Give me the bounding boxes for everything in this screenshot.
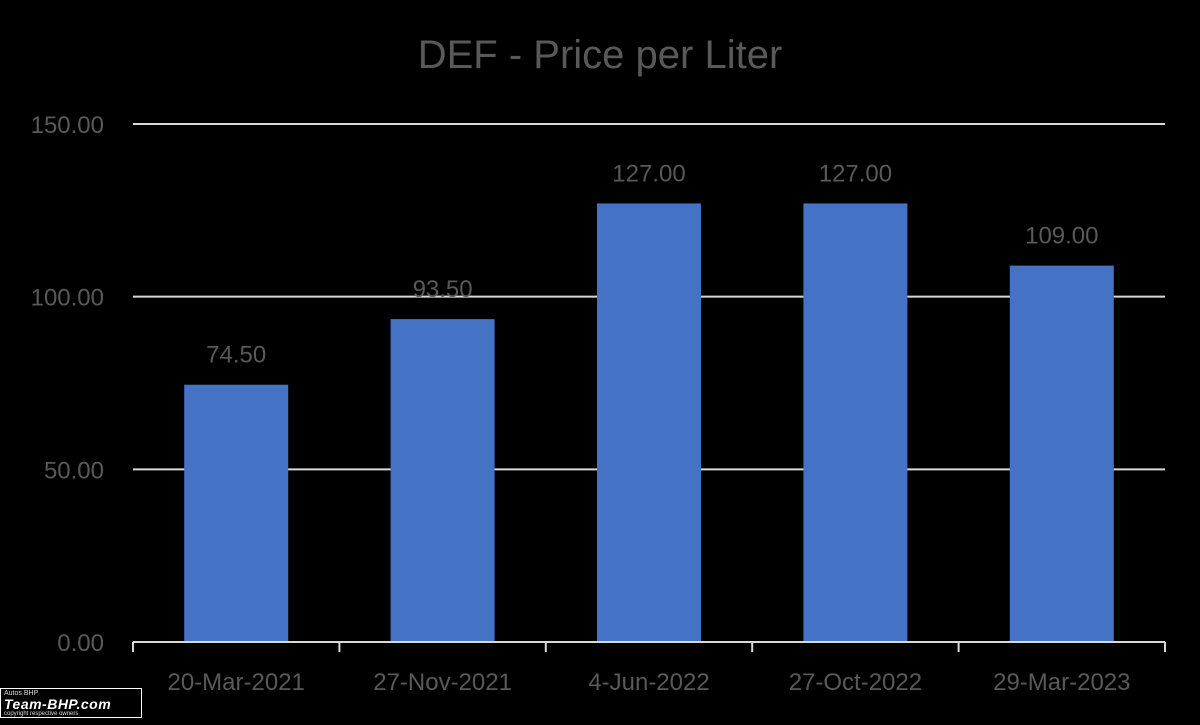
- data-label: 127.00: [612, 160, 685, 187]
- bar: [597, 203, 701, 642]
- y-tick-label: 150.00: [31, 112, 104, 139]
- x-tick-label: 4-Jun-2022: [588, 669, 709, 696]
- x-tick-label: 29-Mar-2023: [993, 669, 1130, 696]
- y-tick-label: 50.00: [44, 457, 104, 484]
- y-tick-label: 0.00: [57, 630, 104, 657]
- bar: [1009, 265, 1114, 642]
- bar: [184, 384, 289, 642]
- chart-title: DEF - Price per Liter: [417, 33, 783, 77]
- data-label: 127.00: [819, 160, 892, 187]
- data-label: 109.00: [1025, 223, 1098, 250]
- x-tick-label: 20-Mar-2021: [167, 669, 304, 696]
- watermark-logo: Autos BHP Team-BHP.com copyright respect…: [0, 688, 142, 718]
- x-tick-label: 27-Oct-2022: [789, 669, 922, 696]
- watermark-tag: Autos BHP: [4, 690, 39, 697]
- bar: [803, 203, 908, 642]
- watermark-note: copyright respective owners: [4, 711, 79, 717]
- x-tick-label: 27-Nov-2021: [373, 669, 512, 696]
- y-tick-label: 100.00: [31, 285, 104, 312]
- data-label: 93.50: [413, 276, 473, 303]
- bar: [390, 319, 495, 642]
- watermark-name: Team-BHP.com: [4, 696, 112, 712]
- data-label: 74.50: [206, 342, 266, 369]
